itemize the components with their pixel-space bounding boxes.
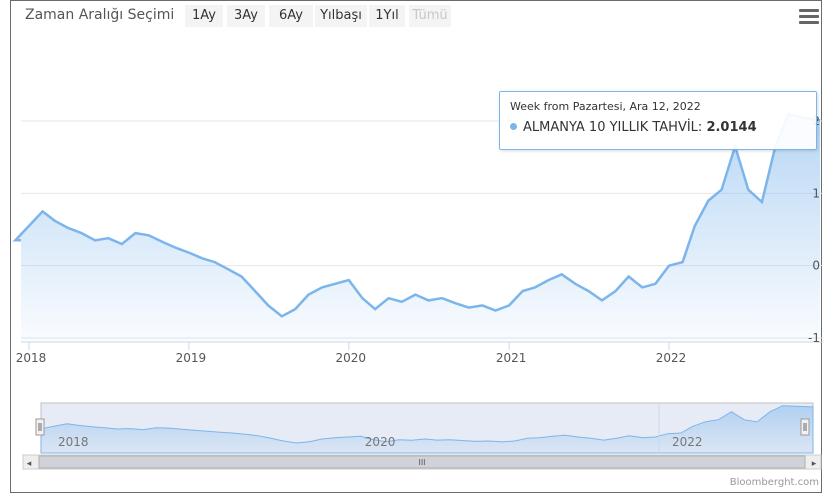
x-tick-label: 2019 [176, 351, 207, 365]
navigator-label: 2022 [672, 435, 703, 449]
x-tick-label: 2018 [16, 351, 47, 365]
x-axis: 2018 2019 2020 2021 2022 [16, 342, 687, 365]
y-tick-label: 0 [812, 259, 820, 273]
range-button-all[interactable]: Tümü [409, 5, 451, 27]
navigator-handle-left[interactable] [35, 418, 45, 436]
tooltip-header: Week from Pazartesi, Ara 12, 2022 [510, 100, 701, 113]
chart-container: Zaman Aralığı Seçimi 1Ay 3Ay 6Ay Yılbaşı… [10, 0, 823, 493]
range-selector: Zaman Aralığı Seçimi 1Ay 3Ay 6Ay Yılbaşı… [11, 1, 821, 31]
credits-link[interactable]: Bloomberght.com [729, 477, 819, 488]
hamburger-menu-icon[interactable] [799, 9, 819, 25]
navigator-label: 2020 [365, 435, 396, 449]
y-tick-label: -1 [808, 331, 820, 345]
navigator-series-area [40, 405, 814, 454]
navigator[interactable]: 2018 2020 2022 [35, 402, 814, 454]
series-marker-icon [510, 123, 517, 130]
range-selector-title: Zaman Aralığı Seçimi [25, 7, 175, 23]
navigator-handle-right[interactable] [800, 418, 810, 436]
navigator-label: 2018 [58, 435, 89, 449]
scrollbar-left-arrow-icon[interactable]: ◂ [27, 459, 32, 469]
range-button-1-year[interactable]: 1Yıl [369, 5, 405, 27]
x-tick-label: 2022 [656, 351, 687, 365]
series-area-fill [15, 113, 821, 342]
y-tick-label: 1 [812, 186, 820, 200]
navigator-labels: 2018 2020 2022 [58, 435, 703, 449]
scrollbar-thumb[interactable] [38, 455, 806, 469]
scrollbar[interactable]: III ◂ ▸ [22, 454, 822, 470]
tooltip-series-label: ALMANYA 10 YILLIK TAHVİL: [523, 120, 703, 135]
range-button-3-months[interactable]: 3Ay [227, 5, 265, 27]
range-button-ytd[interactable]: Yılbaşı [315, 5, 367, 27]
range-button-1-month[interactable]: 1Ay [185, 5, 223, 27]
tooltip-row: ALMANYA 10 YILLIK TAHVİL: 2.0144 [510, 120, 757, 135]
chart-tooltip: Week from Pazartesi, Ara 12, 2022 ALMANY… [499, 91, 817, 150]
scrollbar-right-arrow-icon[interactable]: ▸ [812, 459, 817, 469]
range-button-6-months[interactable]: 6Ay [269, 5, 313, 27]
x-tick-label: 2021 [496, 351, 527, 365]
series-line [12, 112, 821, 318]
scrollbar-grip: III [418, 458, 425, 467]
tooltip-value: 2.0144 [706, 120, 757, 135]
x-tick-label: 2020 [336, 351, 367, 365]
